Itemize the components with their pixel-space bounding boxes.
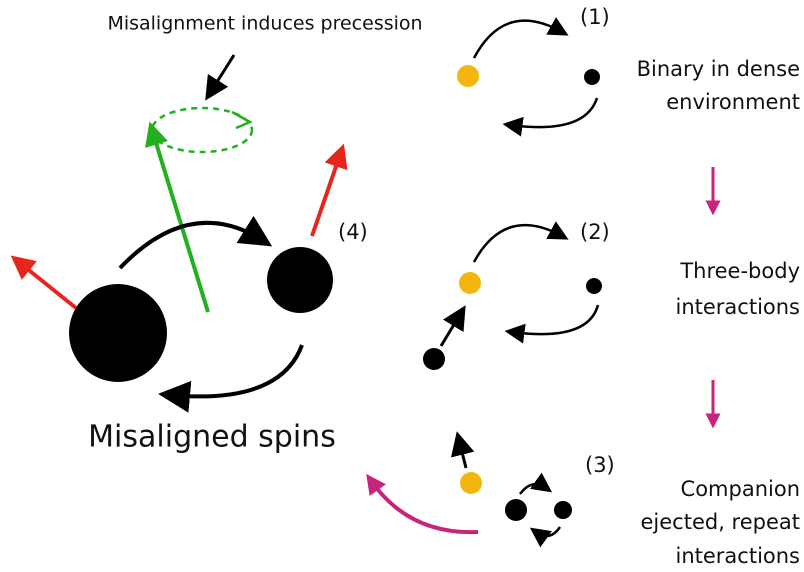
black-hole	[267, 247, 333, 313]
black-hole	[586, 278, 602, 294]
caption-line: Binary in dense	[637, 57, 800, 81]
misaligned-system: Misalignment induces precession (4) Misa…	[10, 13, 423, 455]
orbit-arrow	[529, 526, 562, 548]
caption: Misaligned spins	[88, 420, 336, 455]
stage-number: (3)	[585, 453, 615, 477]
stage: (3) Companion ejected, repeat interactio…	[450, 431, 801, 568]
stage-number: (2)	[580, 220, 610, 244]
orbit-arrow	[118, 215, 273, 270]
star	[459, 272, 481, 294]
black-hole	[505, 499, 527, 521]
caption-line: ejected, repeat	[641, 510, 801, 534]
spin-arrow	[10, 255, 78, 310]
orbital-axis	[145, 121, 210, 313]
black-hole	[423, 348, 445, 370]
caption-line: interactions	[675, 295, 800, 319]
spin-arrow	[310, 143, 348, 237]
stage-number: (4)	[338, 220, 368, 244]
caption-line: interactions	[675, 544, 800, 568]
orbit-arrow	[158, 344, 304, 413]
black-hole	[554, 501, 572, 519]
ejection-arrow	[450, 431, 475, 469]
black-hole	[584, 69, 600, 85]
black-hole	[69, 284, 167, 382]
approach-arrow	[439, 305, 466, 347]
stage: (1) Binary in dense environment	[457, 5, 800, 137]
caption-line: Three-body	[679, 259, 800, 283]
star	[457, 65, 479, 87]
orbit-arrow	[502, 97, 599, 137]
orbit-arrow	[472, 17, 569, 59]
caption-line: environment	[666, 90, 800, 114]
orbit-arrow	[472, 221, 569, 263]
annotation: Misalignment induces precession	[107, 13, 422, 35]
annotation-arrow	[205, 54, 236, 101]
caption-line: Companion	[681, 477, 800, 501]
stage: (2) Three-body interactions	[423, 220, 800, 370]
precession-arrowhead	[231, 110, 253, 130]
orbit-arrow	[519, 472, 553, 495]
orbit-arrow	[504, 304, 600, 344]
star	[460, 472, 482, 494]
precession-cone	[150, 106, 254, 154]
stage-number: (1)	[580, 5, 610, 29]
flow-arrow	[366, 473, 479, 535]
